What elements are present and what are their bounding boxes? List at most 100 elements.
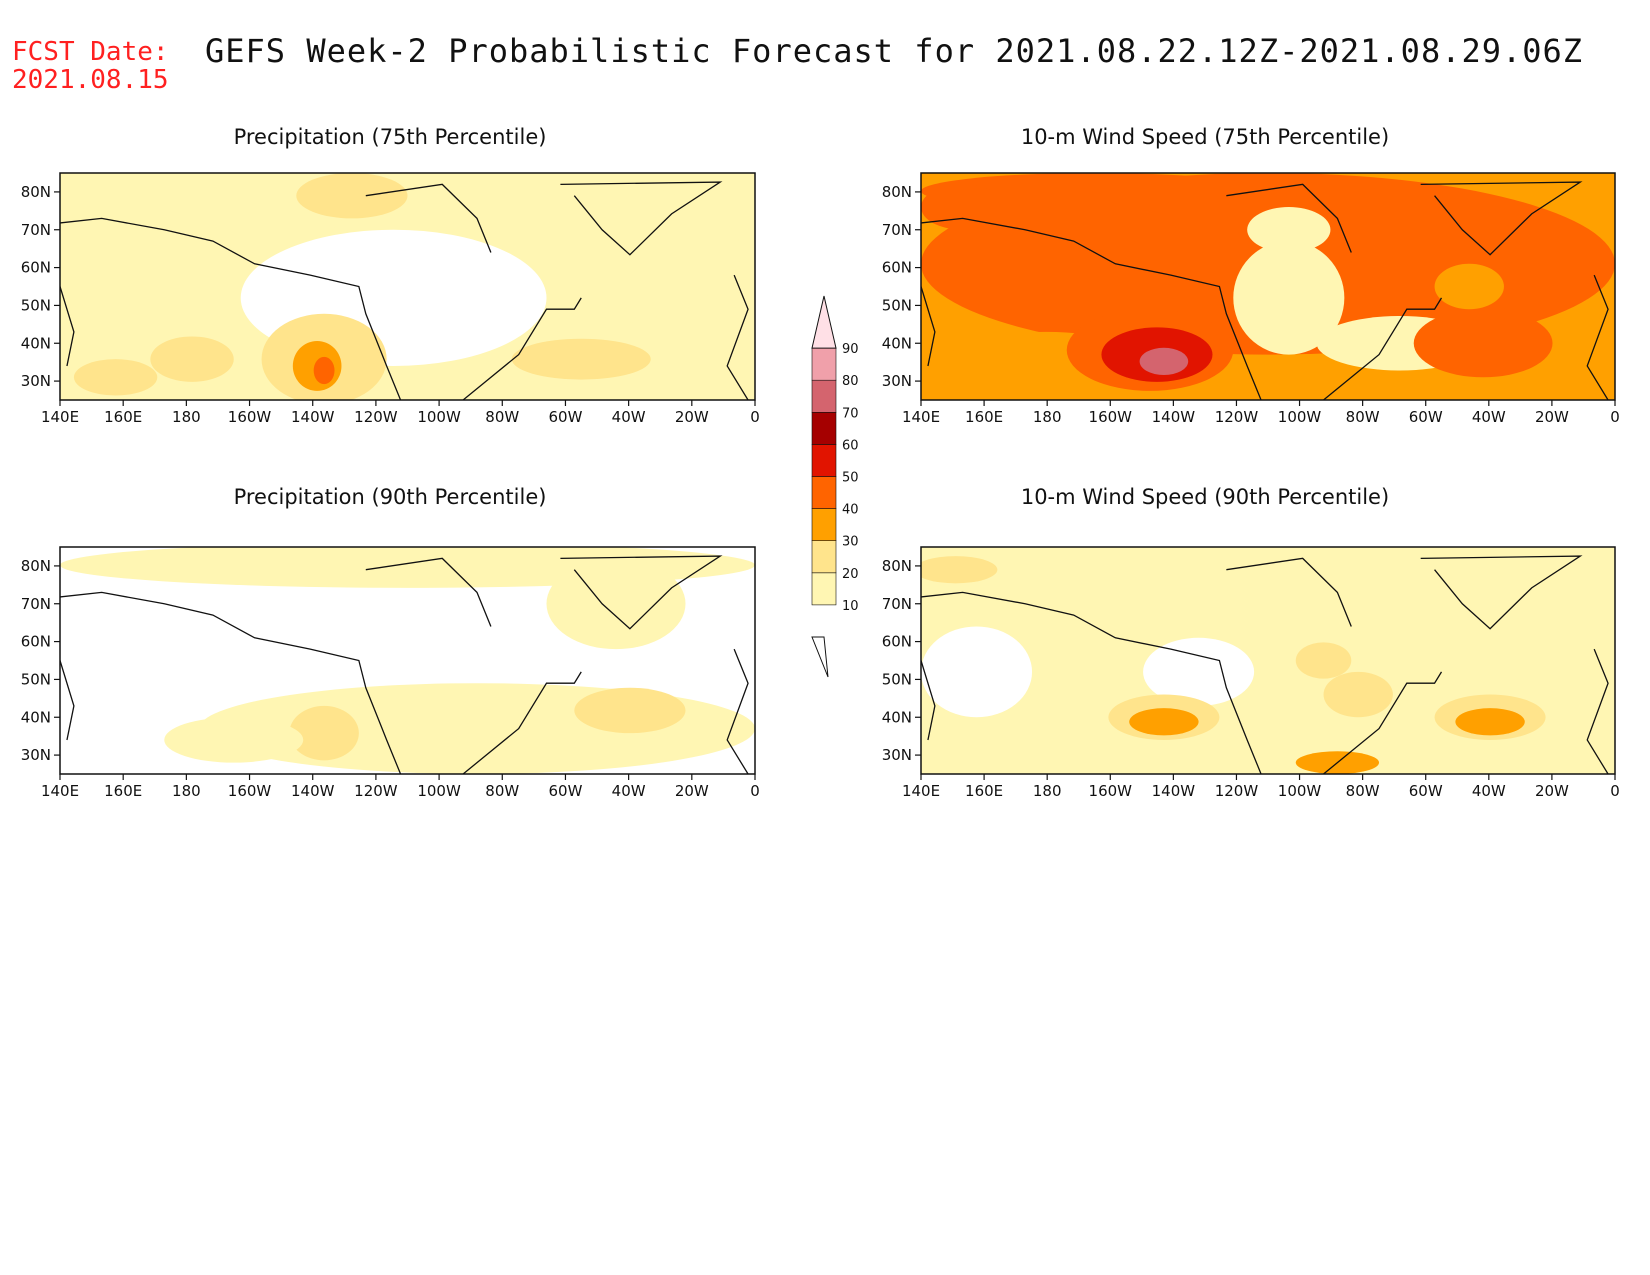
panel-title-precip90: Precipitation (90th Percentile) [233,485,547,509]
probability-region [289,705,359,761]
probability-region [511,338,651,380]
colorbar-bin [811,476,837,509]
colorbar-bin [811,411,837,445]
lon-tick-label: 60W [548,408,582,426]
probability-region [921,184,1005,230]
probability-region [574,687,686,734]
lon-tick-label: 140W [1152,782,1196,800]
lon-tick-label: 180 [1033,782,1062,800]
lon-tick-label: 140E [41,782,79,800]
probability-region [1139,347,1189,376]
lon-tick-label: 60W [1409,782,1443,800]
lon-tick-label: 160W [1089,408,1133,426]
probability-region [1413,309,1553,378]
lon-tick-label: 0 [750,782,760,800]
lon-tick-label: 160W [1089,782,1133,800]
colorbar-label: 50 [842,471,859,486]
lat-tick-label: 60N [882,259,912,277]
lon-tick-label: 140E [41,408,79,426]
map-panel-precip75: 140E 160E 180 160W 140W 120W 100W 80W 60W 40W 20W 0… [21,172,760,426]
probability-region [73,359,158,396]
lon-tick-label: 80W [1346,408,1380,426]
lon-tick-label: 80W [1346,782,1380,800]
lat-tick-label: 50N [882,670,912,688]
lat-tick-label: 80N [882,183,912,201]
lat-tick-label: 50N [882,296,912,314]
lon-tick-label: 100W [1278,782,1322,800]
lon-tick-label: 160E [104,408,142,426]
lat-tick-label: 60N [21,259,51,277]
colorbar-bin [811,444,837,477]
probability-region [921,626,1033,718]
probability-field [921,173,1615,400]
map-panel-wind90: 140E 160E 180 160W 140W 120W 100W 80W 60W 40W 20W 0… [882,546,1620,800]
lon-tick-label: 160E [965,408,1003,426]
lat-tick-label: 40N [882,334,912,352]
colorbar-label: 70 [842,406,859,421]
map-frame [59,546,756,775]
lon-tick-label: 160E [104,782,142,800]
lon-tick-label: 160W [228,782,272,800]
map-frame [59,172,756,401]
forecast-date-label: FCST Date: [12,37,169,67]
colorbar-label: 30 [842,535,859,550]
colorbar-bin [811,508,837,542]
lat-tick-label: 80N [21,557,51,575]
colorbar-label: 10 [842,599,859,614]
probability-region [546,558,686,650]
lon-tick-label: 0 [1610,408,1620,426]
probability-field [921,547,1615,774]
probability-field [60,547,755,774]
lat-tick-label: 30N [21,746,51,764]
colorbar-label: 20 [842,567,859,582]
map-panel-precip90: 140E 160E 180 160W 140W 120W 100W 80W 60W 40W 20W 0… [21,546,760,800]
lat-tick-label: 70N [882,595,912,613]
lon-tick-label: 180 [172,782,201,800]
lat-tick-label: 50N [21,296,51,314]
colorbar: 10 20 30 40 50 60 70 80 90 [811,295,859,678]
lon-tick-label: 120W [354,782,398,800]
lon-tick-label: 160W [228,408,272,426]
lon-tick-label: 20W [1535,782,1569,800]
map-panel-wind75: 140E 160E 180 160W 140W 120W 100W 80W 60W 40W 20W 0… [882,172,1620,426]
lon-tick-label: 0 [1610,782,1620,800]
lon-tick-label: 100W [417,782,461,800]
coastline [921,555,1609,774]
lon-tick-label: 100W [417,408,461,426]
lat-tick-label: 60N [21,633,51,651]
probability-region [164,717,304,763]
colorbar-bin [811,379,837,413]
probability-region [1295,642,1352,679]
probability-field [60,173,755,400]
colorbar-bin [811,572,837,606]
colorbar-label: 80 [842,374,859,389]
forecast-date-block: FCST Date: 2021.08.15 [12,38,169,94]
colorbar-bin [811,636,829,678]
coastline [60,181,749,400]
lat-tick-label: 30N [882,746,912,764]
lon-tick-label: 0 [750,408,760,426]
panel-title-wind90: 10-m Wind Speed (90th Percentile) [1020,485,1390,509]
lon-tick-label: 60W [1409,408,1443,426]
lat-tick-label: 30N [21,372,51,390]
lat-tick-label: 70N [21,221,51,239]
lat-tick-label: 50N [21,670,51,688]
lon-tick-label: 140W [291,408,335,426]
lat-tick-label: 70N [882,221,912,239]
lon-tick-label: 140E [902,408,940,426]
coastline [60,555,749,774]
lon-tick-label: 20W [1535,408,1569,426]
panel-title-precip75: Precipitation (75th Percentile) [233,125,547,149]
colorbar-label: 60 [842,438,859,453]
probability-region [313,356,335,385]
lon-tick-label: 100W [1278,408,1322,426]
page-title: GEFS Week-2 Probabilistic Forecast for 2… [205,32,1584,70]
lon-tick-label: 60W [548,782,582,800]
map-frame [920,172,1616,401]
probability-region [1434,263,1504,310]
lat-tick-label: 70N [21,595,51,613]
lon-tick-label: 140W [1152,408,1196,426]
colorbar-label: 90 [842,342,859,357]
probability-region [1129,708,1199,736]
